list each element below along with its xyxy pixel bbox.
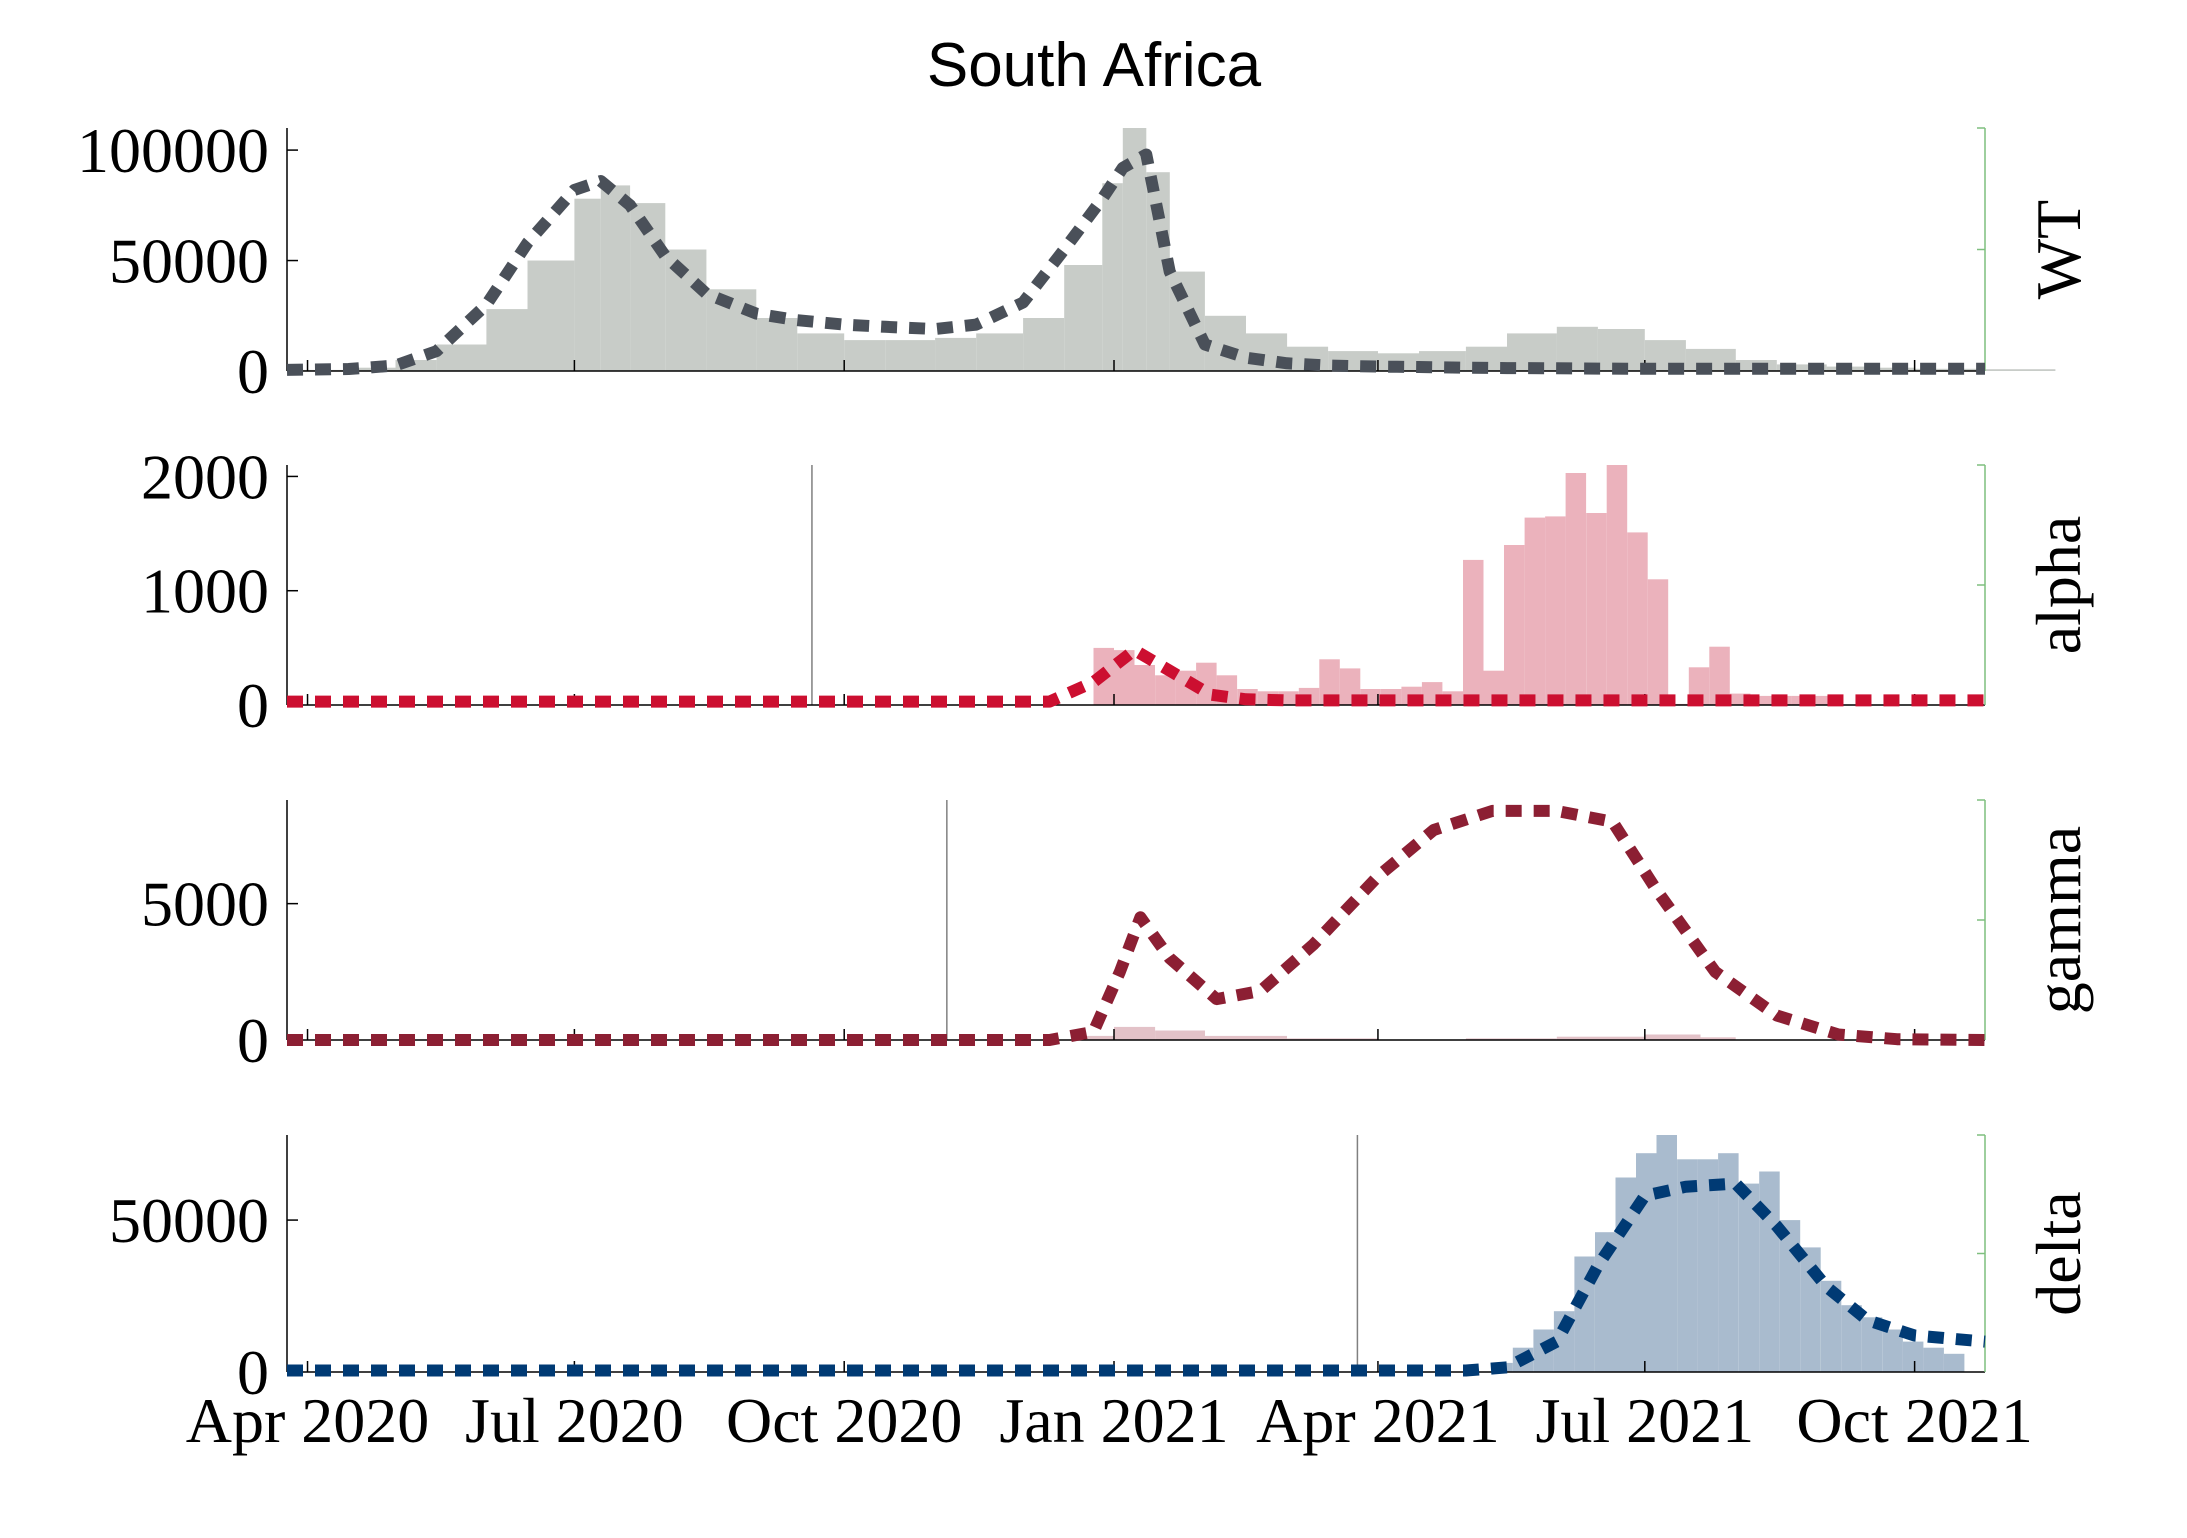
data-bar: [1102, 183, 1123, 371]
data-bar: [1287, 1038, 1378, 1040]
data-bar: [574, 198, 601, 371]
data-bar: [1647, 579, 1669, 705]
data-bar: [1545, 516, 1566, 705]
y-tick-label: 0: [237, 336, 269, 407]
model-curve: [286, 148, 1985, 376]
data-bar: [527, 260, 575, 371]
data-bar: [885, 340, 936, 371]
data-bar: [1800, 1247, 1821, 1372]
panel-label: alpha: [2023, 516, 2094, 655]
panels: 0 50000 100000 WT 0 1000 2000 alpha 0 5000 gamma 0 5…: [77, 115, 2094, 1456]
data-bar: [395, 360, 437, 371]
x-tick-label: Jul 2020: [465, 1385, 684, 1456]
data-bar: [486, 309, 528, 371]
y-tick-label: 100000: [77, 115, 269, 186]
data-bar: [1697, 1159, 1719, 1372]
data-bar: [1985, 369, 2056, 371]
data-bar: [1155, 1030, 1205, 1040]
data-bar: [1023, 318, 1065, 371]
data-bar: [844, 340, 886, 371]
y-tick-label: 0: [237, 1005, 269, 1076]
data-bar: [436, 344, 487, 371]
data-bar: [1556, 1036, 1645, 1040]
y-tick-label: 2000: [141, 441, 269, 512]
x-tick-label: Apr 2021: [1256, 1385, 1500, 1456]
x-tick-label: Jul 2021: [1535, 1385, 1754, 1456]
model-curve: [287, 1177, 1986, 1377]
data-bar: [1776, 364, 1827, 371]
data-bar: [935, 337, 977, 371]
model-curve: [287, 644, 1985, 708]
panel-label: gamma: [2023, 826, 2094, 1014]
data-bar: [1134, 665, 1155, 705]
data-bar: [1882, 1329, 1903, 1372]
data-bar: [1812, 695, 1833, 705]
data-bar: [1146, 172, 1170, 371]
data-bar: [1644, 1034, 1701, 1040]
data-bar: [1779, 1220, 1801, 1372]
data-bar: [1709, 646, 1730, 705]
x-tick-label: Oct 2021: [1796, 1385, 2032, 1456]
data-bar: [1867, 367, 1915, 371]
data-bar: [1677, 1159, 1698, 1372]
y-tick-label: 1000: [141, 556, 269, 627]
panel-label: delta: [2023, 1191, 2094, 1315]
data-bar: [1636, 1153, 1657, 1372]
data-bar: [1750, 695, 1771, 705]
data-bar: [1196, 662, 1217, 705]
panel-WT: 0 50000 100000 WT: [77, 115, 2094, 407]
panel-alpha: 0 1000 2000 alpha: [141, 441, 2094, 741]
data-bar: [1586, 513, 1607, 705]
y-tick-label: 50000: [109, 1185, 269, 1256]
data-bar: [600, 185, 631, 371]
data-bar: [1627, 532, 1648, 705]
model-curve: [287, 804, 1986, 1046]
data-bar: [756, 318, 798, 371]
data-bar: [1700, 1037, 1736, 1040]
data-bar: [1524, 517, 1546, 705]
data-bar: [1078, 1035, 1114, 1040]
data-bar: [1902, 1341, 1924, 1372]
y-tick-label: 0: [237, 670, 269, 741]
panel-gamma: 0 5000 gamma: [141, 799, 2094, 1076]
data-bar: [976, 333, 1024, 371]
data-bar: [1122, 128, 1147, 371]
data-bar: [1504, 545, 1525, 705]
y-tick-label: 5000: [141, 869, 269, 940]
data-bar: [1861, 1317, 1883, 1372]
data-bar: [1656, 1135, 1677, 1372]
data-bar: [1155, 675, 1176, 705]
data-bar: [1204, 1035, 1287, 1040]
x-tick-label: Apr 2020: [186, 1385, 430, 1456]
figure-title: South Africa: [927, 31, 1262, 100]
panel-delta: 0 50000 delta Apr 2020 Jul 2020 Oct 2020 Jan 2…: [109, 1134, 2094, 1456]
data-bar: [797, 333, 845, 371]
data-bar: [1841, 1305, 1862, 1372]
data-bar: [1820, 1280, 1842, 1372]
data-bar: [1064, 265, 1103, 371]
data-bar: [1718, 1153, 1739, 1372]
data-bar: [1204, 315, 1246, 371]
y-tick-label: 50000: [109, 226, 269, 297]
y-tick-label: 0: [237, 1337, 269, 1408]
data-bar: [1319, 659, 1340, 705]
data-bar: [1943, 1353, 1965, 1372]
x-tick-label: Oct 2020: [726, 1385, 962, 1456]
x-tick-label: Jan 2021: [999, 1385, 1228, 1456]
panel-label: WT: [2023, 200, 2094, 300]
data-bar: [1729, 693, 1751, 705]
data-bar: [1738, 1183, 1760, 1372]
data-bar: [1465, 1038, 1557, 1040]
data-bar: [1114, 1026, 1156, 1040]
data-bar: [1565, 473, 1587, 705]
data-bar: [1463, 559, 1484, 705]
data-bar: [1595, 1232, 1616, 1372]
data-bar: [1574, 1256, 1595, 1372]
data-bar: [1759, 1171, 1780, 1372]
data-bar: [1923, 1347, 1944, 1372]
data-bar: [1606, 465, 1628, 705]
